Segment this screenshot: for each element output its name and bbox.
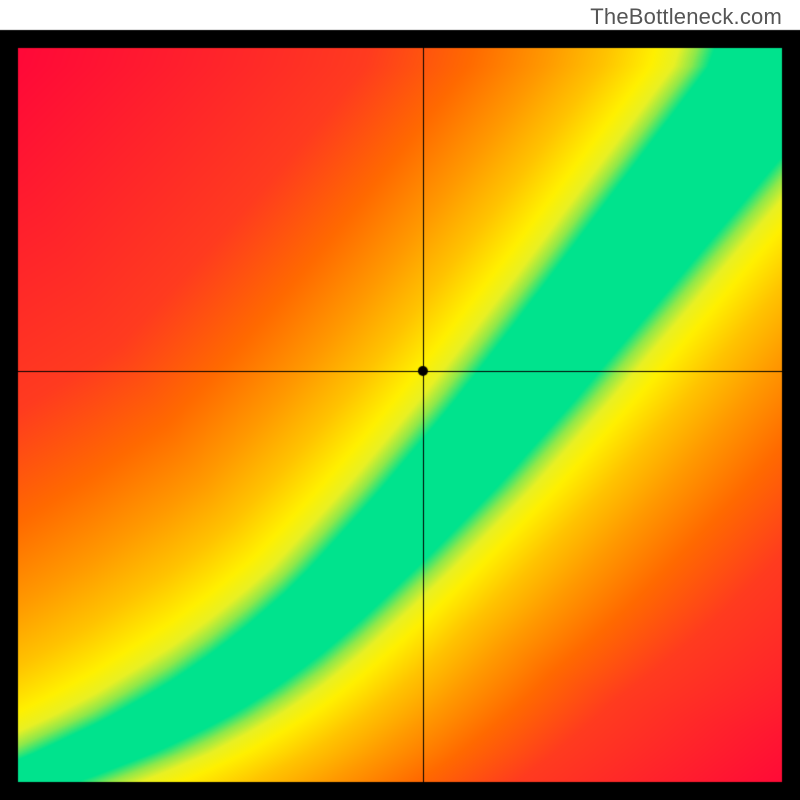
- bottleneck-heatmap: [0, 0, 800, 800]
- chart-container: TheBottleneck.com: [0, 0, 800, 800]
- watermark-text: TheBottleneck.com: [590, 4, 782, 30]
